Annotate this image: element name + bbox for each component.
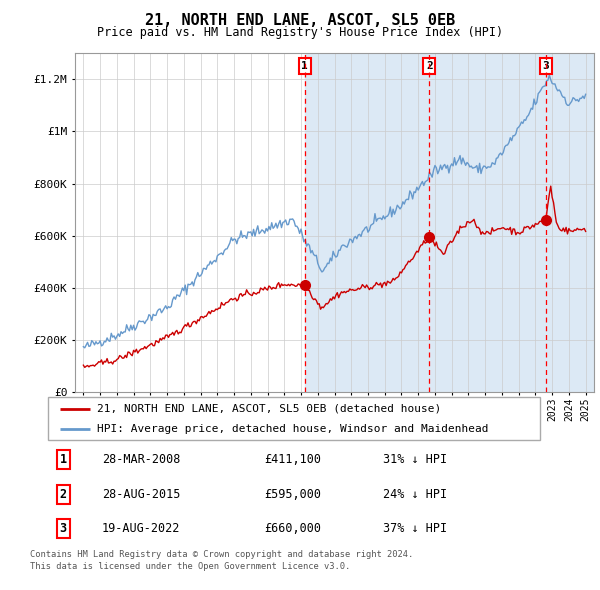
Bar: [305, 53, 594, 392]
Text: £411,100: £411,100: [264, 453, 321, 466]
Text: 3: 3: [542, 61, 550, 71]
Text: 3: 3: [59, 522, 67, 535]
Text: 24% ↓ HPI: 24% ↓ HPI: [383, 487, 447, 501]
FancyBboxPatch shape: [48, 397, 540, 440]
Text: 2: 2: [59, 487, 67, 501]
Text: 37% ↓ HPI: 37% ↓ HPI: [383, 522, 447, 535]
Text: 21, NORTH END LANE, ASCOT, SL5 0EB (detached house): 21, NORTH END LANE, ASCOT, SL5 0EB (deta…: [97, 404, 442, 414]
Text: 28-AUG-2015: 28-AUG-2015: [102, 487, 181, 501]
Text: £595,000: £595,000: [264, 487, 321, 501]
Text: 1: 1: [59, 453, 67, 466]
Text: 19-AUG-2022: 19-AUG-2022: [102, 522, 181, 535]
Text: 1: 1: [301, 61, 308, 71]
Text: 2: 2: [426, 61, 433, 71]
Text: 28-MAR-2008: 28-MAR-2008: [102, 453, 181, 466]
Text: Price paid vs. HM Land Registry's House Price Index (HPI): Price paid vs. HM Land Registry's House …: [97, 26, 503, 39]
Text: Contains HM Land Registry data © Crown copyright and database right 2024.: Contains HM Land Registry data © Crown c…: [30, 550, 413, 559]
Text: 31% ↓ HPI: 31% ↓ HPI: [383, 453, 447, 466]
Text: This data is licensed under the Open Government Licence v3.0.: This data is licensed under the Open Gov…: [30, 562, 350, 571]
Text: 21, NORTH END LANE, ASCOT, SL5 0EB: 21, NORTH END LANE, ASCOT, SL5 0EB: [145, 13, 455, 28]
Text: £660,000: £660,000: [264, 522, 321, 535]
Text: HPI: Average price, detached house, Windsor and Maidenhead: HPI: Average price, detached house, Wind…: [97, 424, 488, 434]
